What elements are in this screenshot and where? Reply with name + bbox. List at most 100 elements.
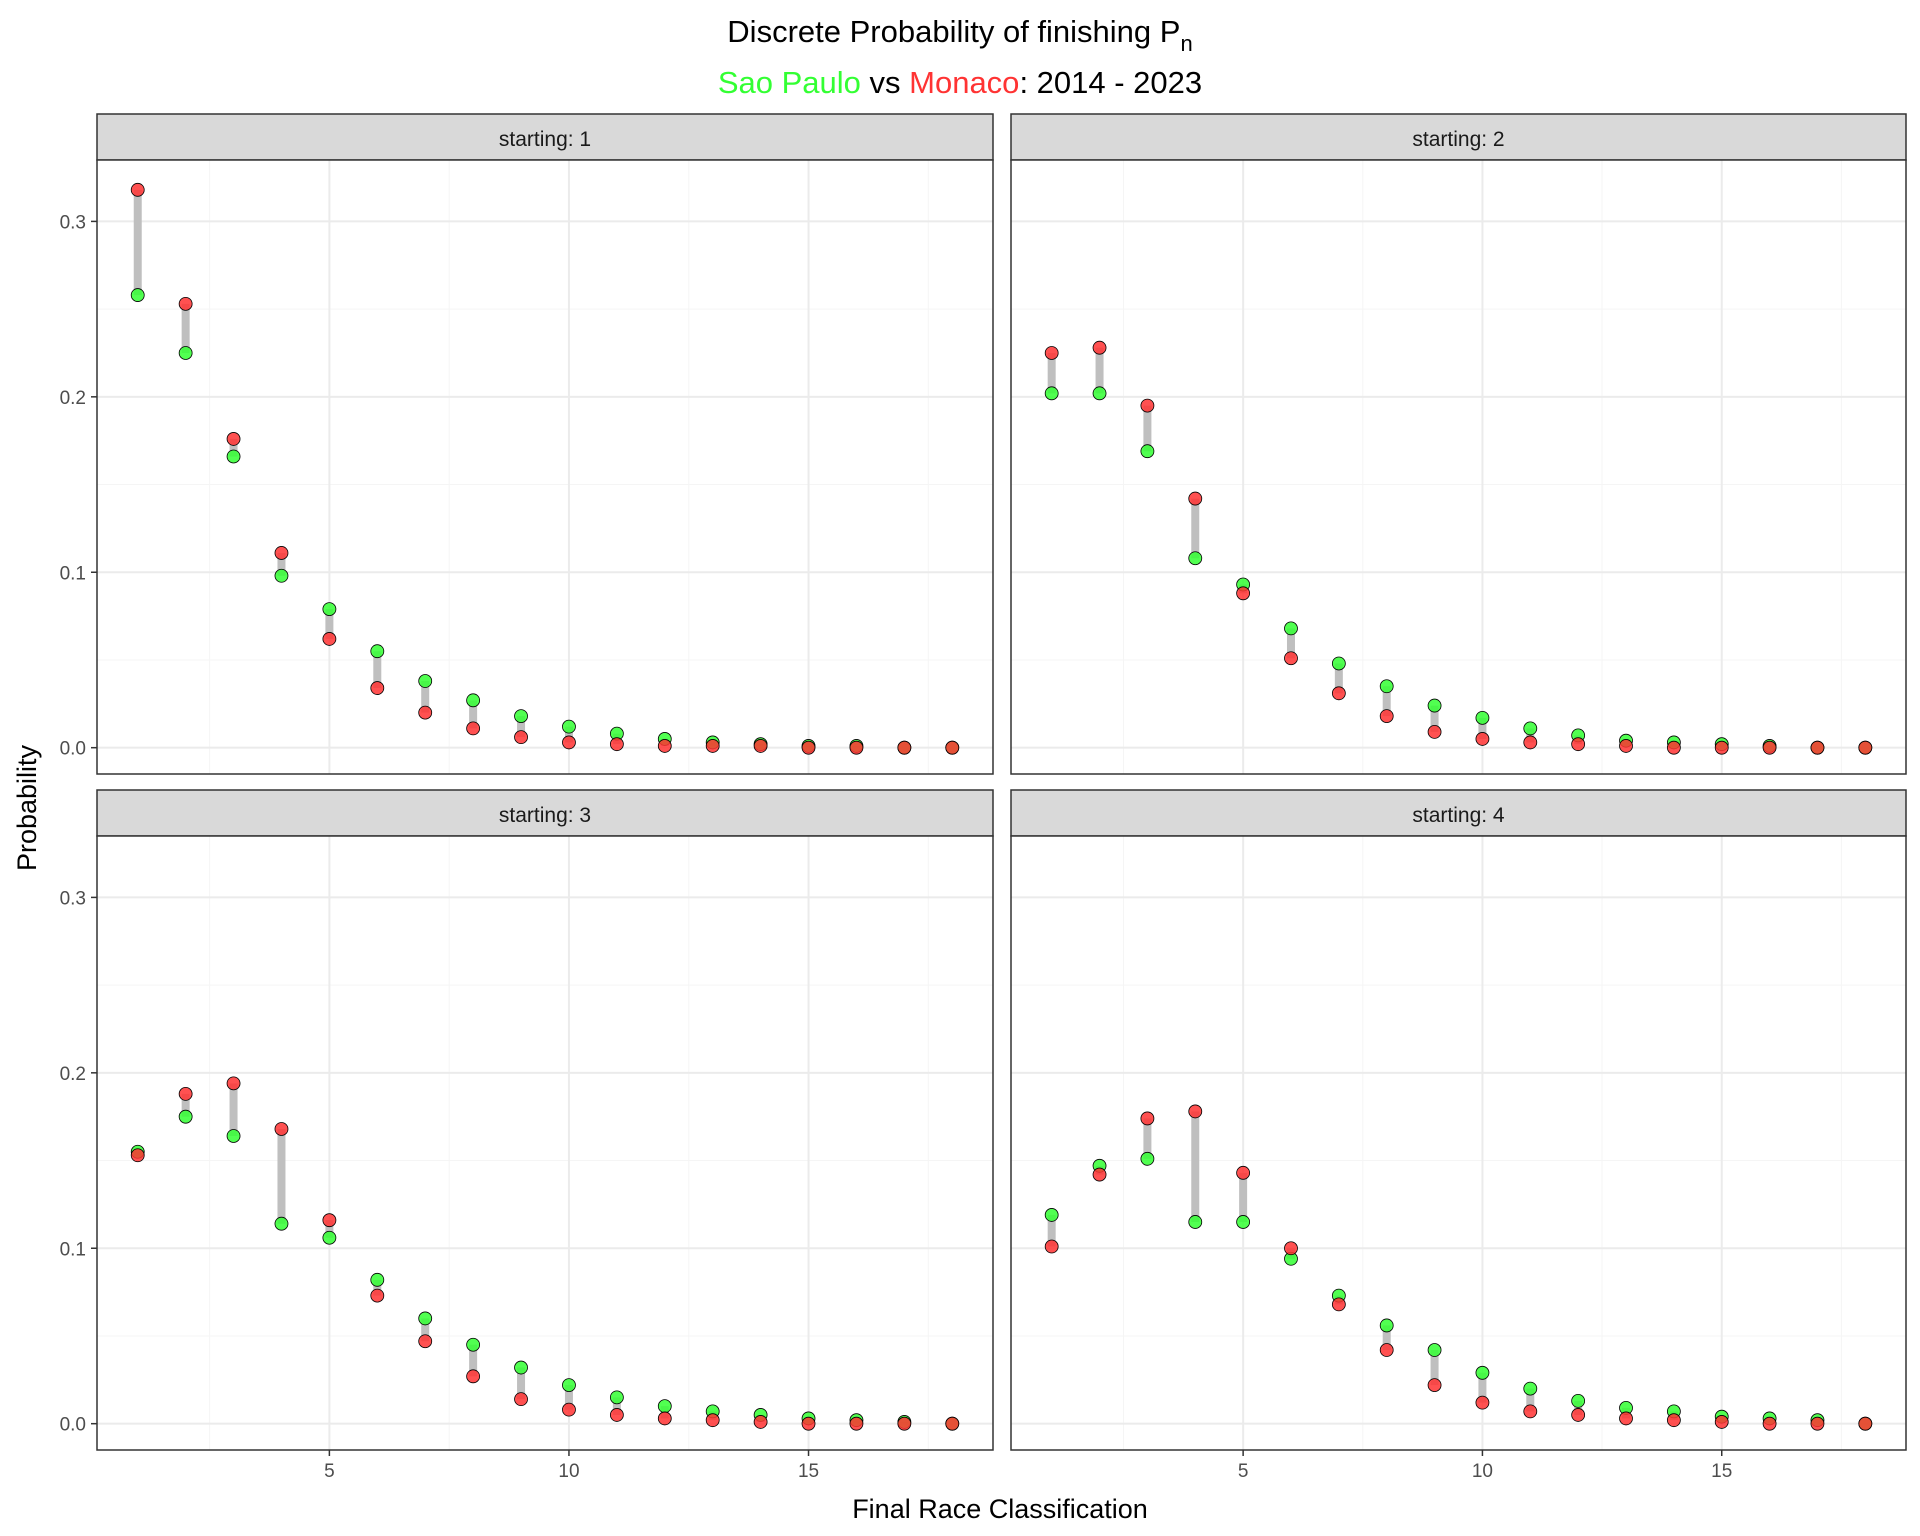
point-monaco — [1236, 1165, 1251, 1180]
chart-title: Discrete Probability of finishing Pn — [727, 14, 1192, 56]
point-monaco — [1571, 1408, 1586, 1422]
x-tick-label: 15 — [798, 1461, 819, 1482]
point-monaco — [322, 632, 337, 646]
facet-strip-label: starting: 2 — [1412, 128, 1504, 151]
chart-title-subscript: n — [1180, 31, 1192, 56]
point-monaco — [1427, 724, 1442, 739]
point-monaco — [801, 740, 816, 755]
point-monaco — [514, 1392, 528, 1407]
y-tick-label: 0.0 — [60, 739, 86, 760]
point-monaco — [418, 705, 433, 720]
chart-title-text: Discrete Probability of finishing P — [727, 14, 1180, 49]
point-monaco — [897, 1416, 912, 1431]
point-monaco — [1284, 1241, 1298, 1256]
point-monaco — [178, 296, 193, 311]
point-sao-paulo — [1523, 1381, 1538, 1396]
point-monaco — [657, 1411, 672, 1426]
point-monaco — [1331, 1297, 1346, 1312]
point-sao-paulo — [226, 1129, 241, 1143]
point-monaco — [130, 1148, 145, 1163]
subtitle-series2: Monaco — [909, 65, 1019, 100]
point-monaco — [1188, 1104, 1203, 1119]
point-monaco — [1379, 709, 1394, 724]
point-sao-paulo — [609, 1390, 624, 1405]
point-monaco — [705, 739, 720, 753]
point-monaco — [1379, 1343, 1394, 1357]
panel-background — [1011, 836, 1906, 1450]
point-monaco — [1284, 651, 1298, 666]
point-monaco — [178, 1086, 193, 1101]
point-sao-paulo — [1188, 551, 1203, 566]
facet-strip-label: starting: 1 — [499, 128, 591, 151]
point-sao-paulo — [1188, 1215, 1203, 1229]
point-monaco — [1092, 340, 1107, 355]
point-monaco — [849, 740, 864, 755]
x-axis-title: Final Race Classification — [852, 1494, 1148, 1524]
point-monaco — [322, 1213, 337, 1228]
point-monaco — [1140, 1111, 1155, 1126]
point-sao-paulo — [1044, 1208, 1059, 1222]
facet-panel-4: starting: 4 5 10 15 — [1010, 789, 1907, 1482]
facet-strip — [1010, 113, 1907, 161]
facet-panel-1: starting: 1 0.0 0.1 0.2 0.3 — [60, 113, 994, 775]
point-monaco — [562, 735, 576, 750]
point-monaco — [1427, 1378, 1442, 1392]
point-monaco — [1475, 1395, 1490, 1410]
point-monaco — [562, 1402, 576, 1417]
facet-panel-2: starting: 2 — [1010, 113, 1907, 775]
y-tick-label: 0.1 — [60, 1239, 86, 1260]
point-monaco — [466, 721, 481, 736]
point-monaco — [705, 1413, 720, 1428]
point-sao-paulo — [178, 1109, 193, 1124]
point-monaco — [1475, 732, 1490, 746]
point-sao-paulo — [562, 1378, 576, 1392]
point-monaco — [1810, 740, 1825, 755]
point-monaco — [609, 737, 624, 752]
point-monaco — [226, 1076, 241, 1091]
point-monaco — [1858, 740, 1873, 755]
point-sao-paulo — [418, 674, 433, 688]
point-monaco — [609, 1408, 624, 1422]
point-sao-paulo — [1044, 386, 1059, 401]
point-monaco — [514, 730, 528, 745]
point-monaco — [130, 182, 145, 197]
panel-border — [1010, 835, 1907, 1451]
point-sao-paulo — [514, 709, 528, 724]
point-monaco — [274, 1122, 289, 1136]
point-monaco — [370, 1288, 385, 1303]
facet-strip — [96, 789, 994, 837]
y-tick-label: 0.2 — [60, 1064, 86, 1085]
point-monaco — [1092, 1167, 1107, 1182]
point-monaco — [466, 1369, 481, 1384]
x-tick-label: 5 — [324, 1461, 335, 1482]
subtitle-series1: Sao Paulo — [718, 65, 861, 100]
point-monaco — [1236, 586, 1251, 601]
y-tick-label: 0.3 — [60, 212, 86, 233]
point-monaco — [1714, 740, 1729, 755]
point-sao-paulo — [418, 1311, 433, 1326]
point-sao-paulo — [466, 693, 481, 708]
point-monaco — [1523, 735, 1538, 750]
point-sao-paulo — [562, 719, 576, 734]
point-monaco — [945, 1416, 960, 1431]
point-sao-paulo — [1379, 1318, 1394, 1333]
facet-strip — [96, 113, 994, 161]
point-sao-paulo — [466, 1337, 481, 1352]
x-tick-label: 10 — [558, 1461, 579, 1482]
x-tick-label: 15 — [1711, 1461, 1732, 1482]
point-monaco — [274, 546, 289, 560]
point-monaco — [1044, 346, 1059, 360]
point-monaco — [1619, 739, 1633, 753]
point-sao-paulo — [1475, 710, 1490, 725]
panel-border — [1010, 159, 1907, 775]
point-sao-paulo — [1284, 621, 1298, 636]
point-monaco — [753, 739, 768, 753]
point-monaco — [1858, 1416, 1873, 1431]
y-tick-label: 0.2 — [60, 388, 86, 409]
point-monaco — [801, 1416, 816, 1431]
point-monaco — [1810, 1416, 1825, 1431]
point-sao-paulo — [322, 1230, 337, 1245]
x-tick-label: 5 — [1238, 1461, 1249, 1482]
point-monaco — [849, 1416, 864, 1431]
